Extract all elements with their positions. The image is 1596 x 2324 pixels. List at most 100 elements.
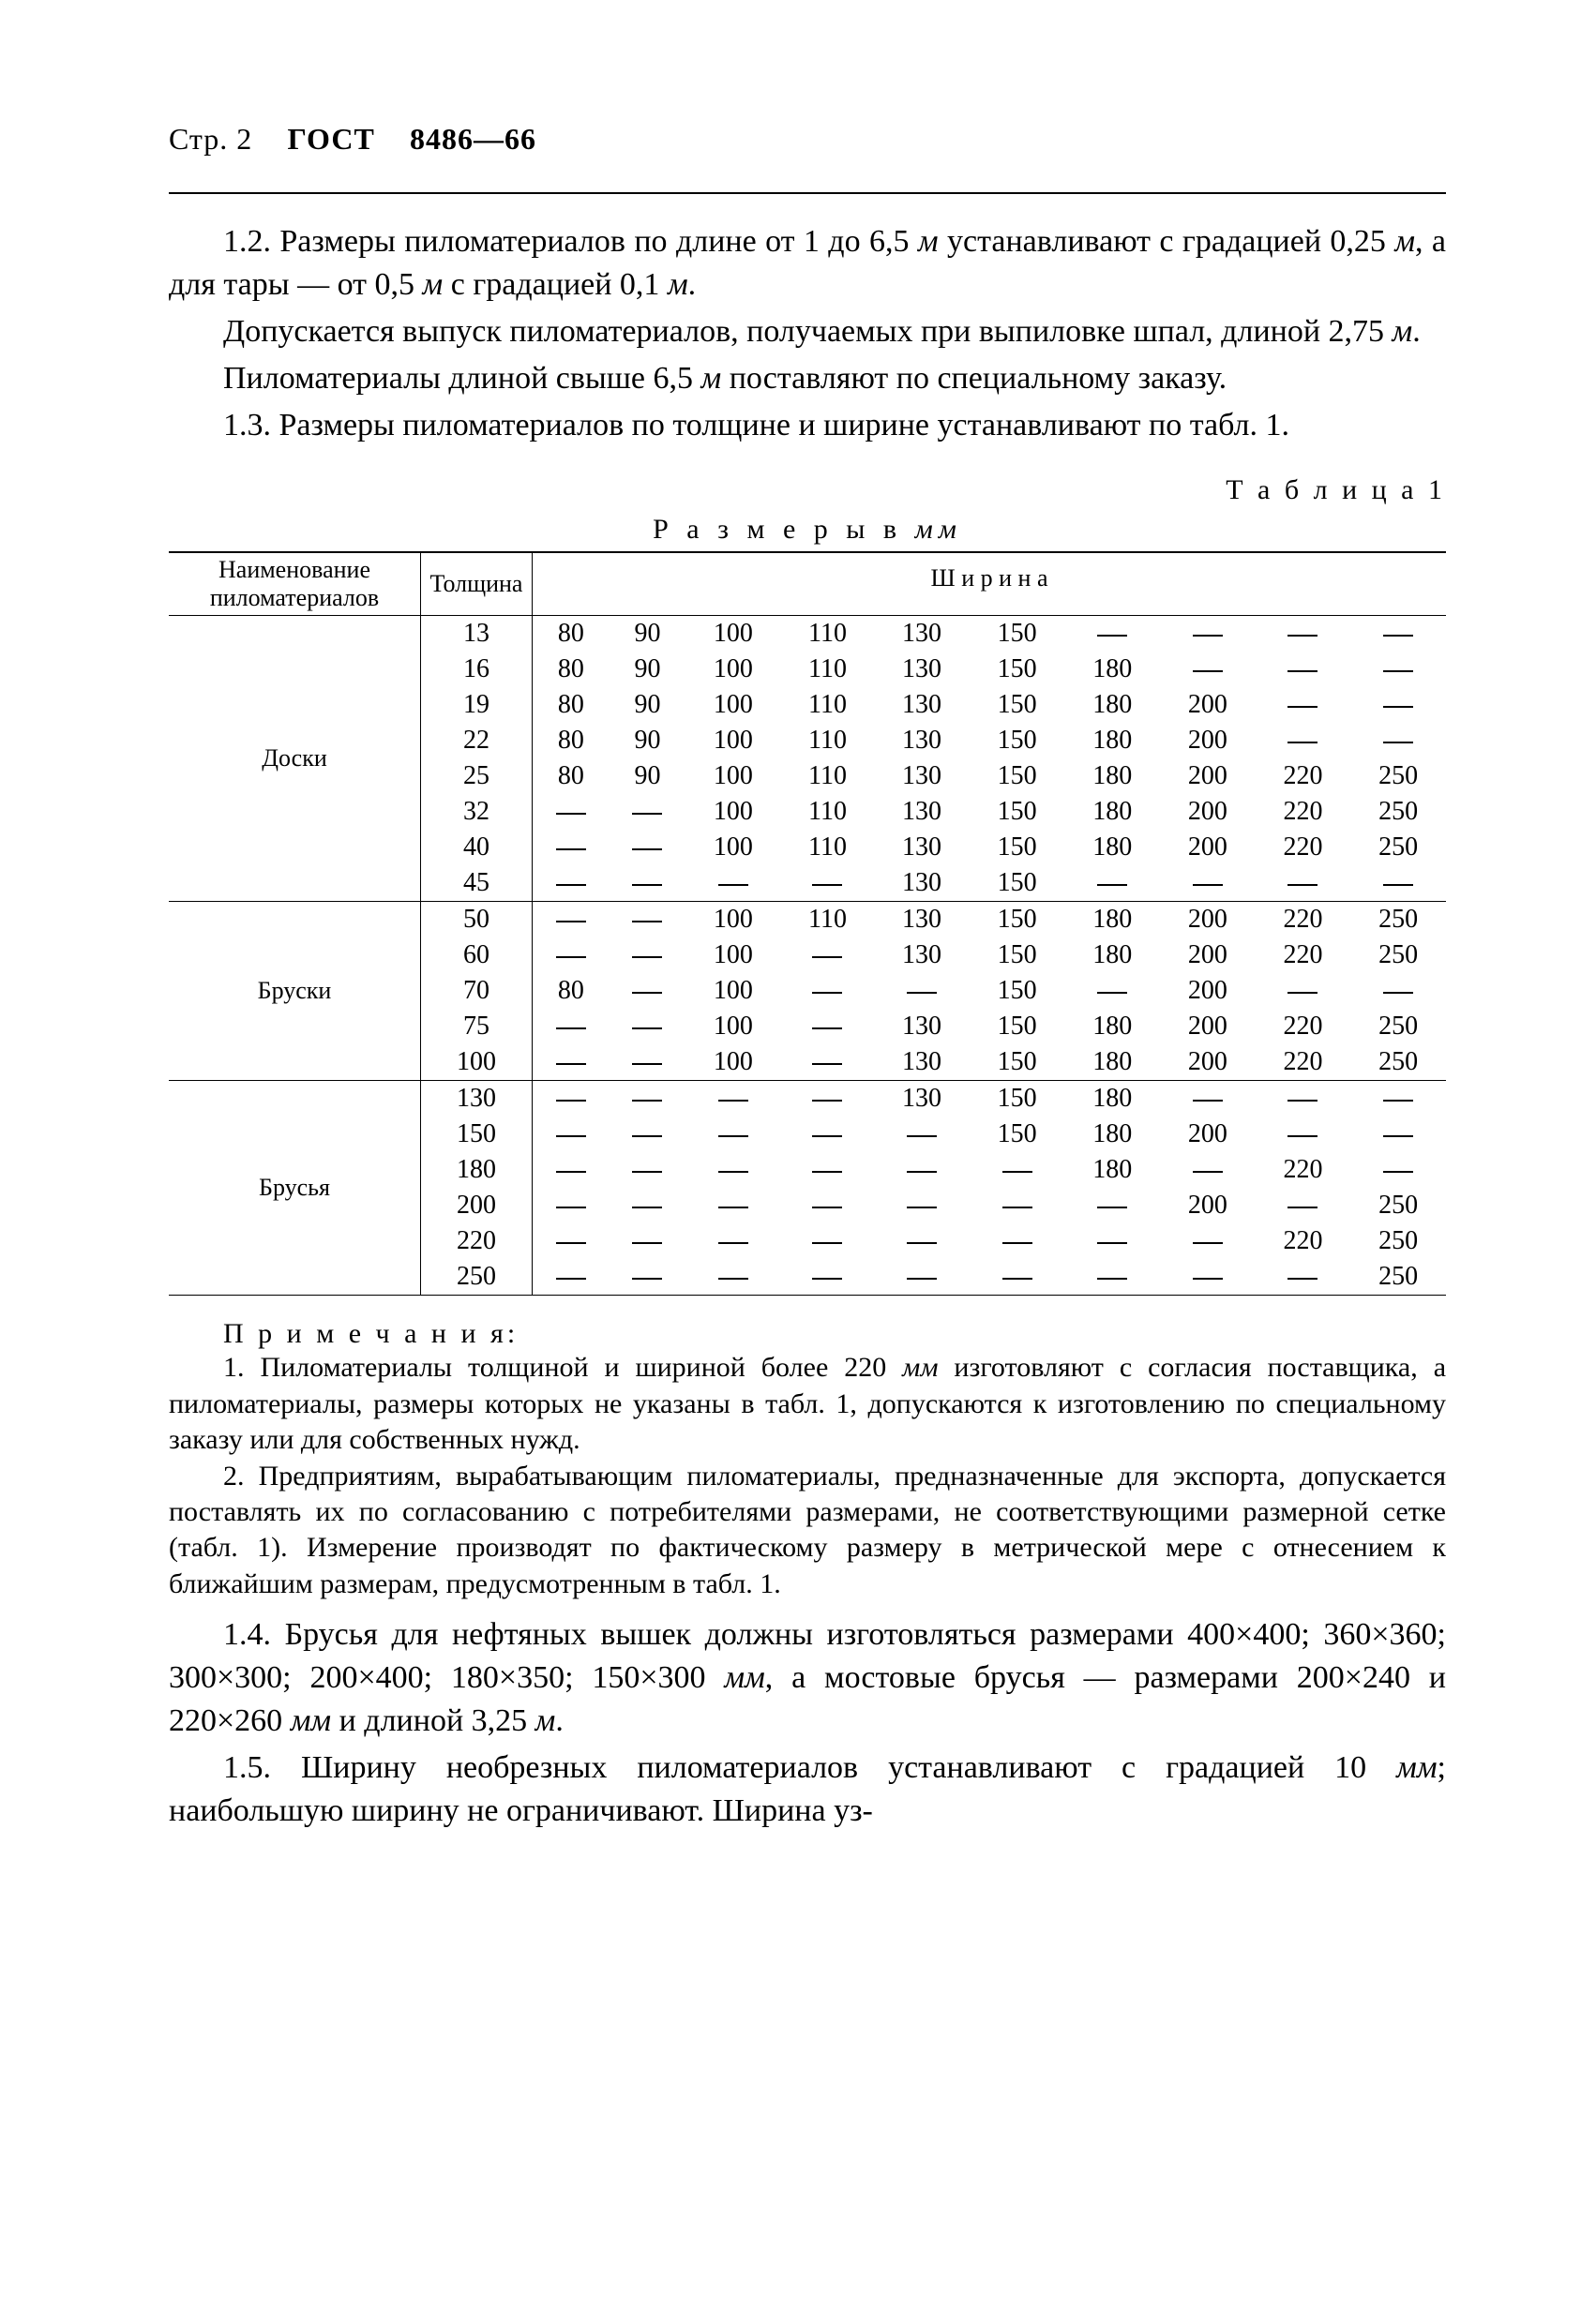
dash-icon (1097, 635, 1127, 637)
dash-icon (812, 1063, 842, 1065)
width-cell: 100 (685, 794, 781, 830)
dash-icon (556, 848, 586, 850)
width-cell: 220 (1256, 1152, 1351, 1188)
width-cell: 180 (1064, 1009, 1160, 1044)
width-cell: 150 (970, 687, 1065, 723)
width-cell: 250 (1350, 937, 1446, 973)
dash-icon (718, 1135, 748, 1137)
width-cell: 150 (970, 1009, 1065, 1044)
width-cell: 150 (970, 830, 1065, 865)
width-cell: 150 (970, 1081, 1065, 1117)
width-cell: 110 (781, 794, 875, 830)
dash-icon (1383, 742, 1413, 743)
text: поставляют по специальному заказу. (721, 361, 1227, 396)
width-cell (610, 937, 685, 973)
width-cell: 110 (781, 723, 875, 758)
width-cell: 80 (533, 723, 610, 758)
width-cell: 110 (781, 758, 875, 794)
width-cell: 250 (1350, 1259, 1446, 1296)
dash-icon (1193, 1278, 1223, 1280)
dash-icon (556, 1135, 586, 1137)
note-2: 2. Предприятиям, вырабатывающим пиломате… (169, 1459, 1446, 1603)
dash-icon (1383, 884, 1413, 886)
thickness-cell: 250 (421, 1259, 533, 1296)
width-cell (1256, 723, 1351, 758)
width-cell: 130 (874, 794, 970, 830)
width-cell (1160, 1152, 1256, 1188)
width-cell (1256, 616, 1351, 652)
dash-icon (812, 1278, 842, 1280)
width-cell: 130 (874, 830, 970, 865)
dash-icon (812, 1207, 842, 1208)
dash-icon (556, 813, 586, 815)
width-cell (533, 1188, 610, 1223)
thickness-cell: 100 (421, 1044, 533, 1081)
width-cell (970, 1259, 1065, 1296)
dash-icon (1287, 884, 1317, 886)
width-cell (1064, 973, 1160, 1009)
dash-icon (907, 992, 937, 994)
width-cell (685, 1081, 781, 1117)
dash-icon (556, 1063, 586, 1065)
width-cell: 250 (1350, 902, 1446, 938)
width-cell: 90 (610, 652, 685, 687)
width-cell (1064, 1188, 1160, 1223)
width-cell: 150 (970, 758, 1065, 794)
width-cell (533, 1081, 610, 1117)
dash-icon (907, 1171, 937, 1173)
width-cell: 220 (1256, 937, 1351, 973)
thickness-cell: 50 (421, 902, 533, 938)
text: Пиломатериалы длиной свыше 6,5 (223, 361, 701, 396)
col-thickness: Толщина (421, 552, 533, 616)
dash-icon (1383, 1135, 1413, 1137)
width-cell: 80 (533, 652, 610, 687)
width-cell (1064, 616, 1160, 652)
width-cell: 200 (1160, 1117, 1256, 1152)
width-cell (781, 1081, 875, 1117)
width-cell: 220 (1256, 1223, 1351, 1259)
width-cell (1256, 973, 1351, 1009)
dash-icon (632, 921, 662, 922)
width-cell: 130 (874, 902, 970, 938)
dash-icon (1287, 1135, 1317, 1137)
width-cell (610, 1259, 685, 1296)
width-cell: 200 (1160, 973, 1256, 1009)
width-cell: 80 (533, 973, 610, 1009)
width-cell (533, 1152, 610, 1188)
width-cell: 130 (874, 723, 970, 758)
width-cell: 100 (685, 723, 781, 758)
text: 1.5. Ширину необрезных пиломатериалов ус… (223, 1750, 1396, 1785)
width-cell (533, 937, 610, 973)
width-cell (1256, 1188, 1351, 1223)
dash-icon (812, 1171, 842, 1173)
width-cell (533, 1044, 610, 1081)
width-cell: 150 (970, 794, 1065, 830)
dash-icon (632, 1135, 662, 1137)
width-cell (781, 1223, 875, 1259)
width-cell: 100 (685, 830, 781, 865)
width-cell: 200 (1160, 794, 1256, 830)
dash-icon (556, 921, 586, 922)
dash-icon (718, 1207, 748, 1208)
text: 1.2. Размеры пиломатериалов по длине от … (223, 224, 918, 259)
width-cell (1350, 1152, 1446, 1188)
dash-icon (1097, 1242, 1127, 1244)
width-cell: 130 (874, 652, 970, 687)
width-cell (1350, 865, 1446, 902)
header-rule (169, 192, 1446, 194)
width-cell (1256, 1081, 1351, 1117)
unit-mm: мм (902, 1352, 938, 1383)
width-cell: 200 (1160, 902, 1256, 938)
dash-icon (632, 1207, 662, 1208)
dash-icon (1193, 635, 1223, 637)
width-cell (533, 1223, 610, 1259)
dash-icon (556, 1100, 586, 1102)
width-cell (781, 1188, 875, 1223)
dash-icon (718, 884, 748, 886)
width-cell (1160, 1081, 1256, 1117)
width-cell: 150 (970, 616, 1065, 652)
width-cell: 130 (874, 937, 970, 973)
thickness-cell: 40 (421, 830, 533, 865)
table-row: Брусья130130150180 (169, 1081, 1446, 1117)
dash-icon (907, 1242, 937, 1244)
